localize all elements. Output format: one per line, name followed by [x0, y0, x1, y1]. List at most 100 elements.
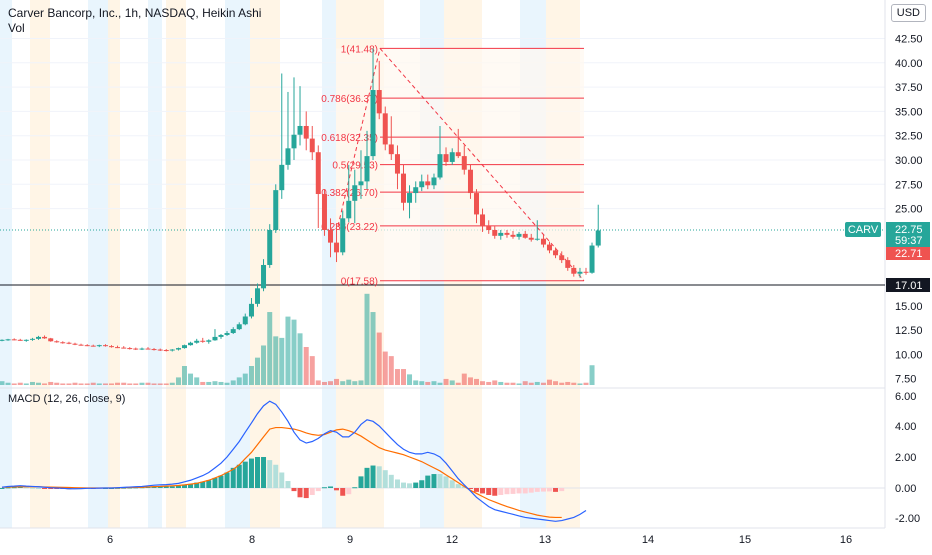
volume-bar: [498, 381, 504, 385]
volume-bar: [352, 381, 358, 385]
volume-bar: [267, 312, 273, 385]
volume-bar: [206, 381, 212, 385]
macd-tick-label: -2.00: [895, 513, 920, 525]
volume-bar: [157, 383, 163, 385]
volume-bar: [127, 383, 133, 385]
price-tick-label: 12.50: [895, 325, 923, 337]
macd-histogram-bar: [194, 482, 200, 488]
volume-bar: [5, 382, 11, 385]
open-price-flag: [886, 247, 930, 260]
candle-body: [273, 190, 279, 230]
candle-body: [218, 334, 224, 337]
volume-bar: [522, 381, 528, 385]
volume-bar: [328, 381, 333, 385]
candle-body: [151, 349, 157, 351]
volume-bar: [90, 382, 96, 385]
volume-bars: [0, 293, 595, 385]
candle-body: [346, 200, 352, 219]
macd-histogram-bar: [437, 474, 443, 488]
currency-button[interactable]: USD: [890, 4, 926, 22]
macd-histogram-bar: [182, 484, 187, 488]
candle-body: [109, 346, 114, 348]
macd-histogram-bar: [510, 488, 516, 494]
candle-body: [510, 234, 516, 237]
volume-bar: [188, 373, 194, 385]
candle-body: [303, 125, 309, 139]
macd-histogram-bar: [255, 457, 260, 488]
volume-bar: [121, 382, 127, 385]
volume-bar: [236, 377, 242, 385]
volume-bar: [151, 383, 157, 385]
candle-body: [467, 169, 473, 194]
macd-histogram-bar: [534, 488, 540, 492]
candle-body: [285, 148, 291, 165]
volume-bar: [346, 379, 352, 385]
candle-body: [534, 238, 540, 240]
macd-line: [1, 400, 587, 522]
candle-body: [206, 340, 212, 342]
volume-bar: [109, 383, 114, 385]
fib-level-label: 1(41.48): [341, 44, 378, 55]
candle-body: [528, 237, 534, 240]
session-band: [148, 0, 162, 528]
volume-bar: [163, 383, 169, 385]
volume-bar: [486, 381, 492, 385]
volume-bar: [84, 383, 90, 385]
candle-body: [328, 229, 333, 243]
macd-histogram-bar: [480, 488, 486, 494]
candle-body: [388, 144, 394, 155]
session-band: [30, 0, 50, 528]
candle-body: [522, 233, 528, 238]
candle-body: [413, 187, 419, 194]
volume-bar: [291, 319, 297, 385]
candle-body: [66, 342, 72, 344]
fib-trend-line: [337, 48, 381, 227]
candle-body: [224, 333, 230, 335]
price-tick-label: 42.50: [895, 34, 923, 46]
fib-level-label: 0.236(23.22): [321, 222, 378, 233]
candle-body: [0, 339, 5, 341]
macd-histogram-bar: [394, 479, 400, 488]
candle-body: [425, 181, 431, 186]
macd-histogram-bar: [218, 475, 224, 488]
macd-histogram-bar: [334, 488, 340, 491]
volume-bar: [358, 380, 364, 385]
candle-body: [188, 342, 194, 346]
fib-level-label: 0(17.58): [341, 277, 378, 288]
volume-bar: [133, 383, 139, 385]
volume-bar: [540, 382, 546, 385]
macd-histogram-bar: [248, 458, 254, 488]
macd-histogram-bar: [321, 487, 327, 489]
volume-bar: [413, 380, 419, 385]
macd-histogram-bar: [443, 476, 449, 488]
candle-body: [115, 347, 121, 349]
candle-body: [492, 229, 498, 236]
volume-label: Vol: [8, 21, 25, 35]
time-tick-label: 15: [739, 534, 751, 546]
candle-body: [498, 232, 504, 236]
macd-histogram-bar: [467, 488, 473, 489]
macd-histogram-bar: [291, 488, 297, 492]
candle-body: [261, 264, 267, 289]
volume-bar: [571, 382, 577, 385]
volume-bar: [303, 347, 309, 385]
candle-body: [267, 229, 273, 265]
crosshair-price-value: 17.01: [895, 280, 923, 292]
volume-bar: [419, 381, 425, 385]
candle-body: [248, 303, 254, 317]
candle-body: [255, 288, 260, 304]
volume-bar: [559, 382, 565, 385]
price-tick-label: 40.00: [895, 58, 923, 70]
price-tick-label: 25.00: [895, 204, 923, 216]
volume-bar: [455, 382, 461, 385]
candle-body: [474, 193, 479, 215]
volume-bar: [102, 383, 108, 385]
candle-body: [212, 336, 218, 341]
macd-histogram-bar: [431, 474, 437, 488]
ticker-flag: [845, 222, 881, 237]
volume-bar: [285, 316, 291, 385]
macd-histogram-bar: [236, 464, 242, 488]
time-tick-label: 6: [107, 534, 113, 546]
macd-histogram-bar: [340, 488, 346, 496]
